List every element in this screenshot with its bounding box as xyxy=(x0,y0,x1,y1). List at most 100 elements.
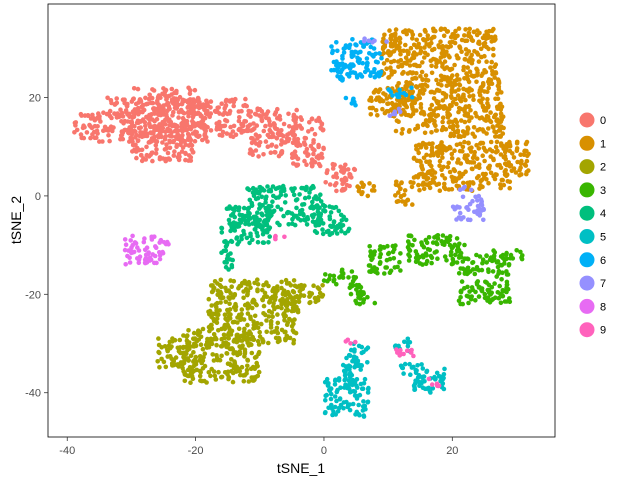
cluster-4-point xyxy=(275,220,280,226)
cluster-6-point xyxy=(367,51,372,56)
cluster-2-point xyxy=(226,325,232,330)
cluster-1-point xyxy=(476,162,482,167)
cluster-3-point xyxy=(492,250,498,255)
cluster-0-point xyxy=(237,115,242,120)
cluster-0-point xyxy=(101,128,106,133)
cluster-0-point xyxy=(143,123,148,129)
cluster-4-point xyxy=(318,192,323,197)
cluster-1-point xyxy=(398,51,403,57)
cluster-2-point xyxy=(208,336,214,342)
cluster-7-point xyxy=(468,217,473,223)
cluster-1-point xyxy=(515,159,520,165)
y-axis-ticks: -40 -20 0 20 xyxy=(25,92,48,400)
cluster-0-point xyxy=(204,98,209,104)
cluster-1-point xyxy=(396,119,401,124)
cluster-0-point xyxy=(170,101,176,106)
cluster-4-point xyxy=(310,183,316,189)
cluster-1-point xyxy=(414,85,420,90)
cluster-1-point xyxy=(406,129,412,134)
cluster-0-point xyxy=(190,118,195,124)
cluster-1-point xyxy=(514,140,520,146)
cluster-4-point xyxy=(250,237,255,243)
cluster-1-point xyxy=(459,49,464,54)
cluster-0-point xyxy=(106,111,111,117)
cluster-1-point xyxy=(483,69,488,75)
cluster-3-point xyxy=(369,269,375,274)
cluster-1-point xyxy=(462,33,467,38)
cluster-4-point xyxy=(270,199,275,204)
cluster-5-point xyxy=(412,387,417,393)
cluster-1-point xyxy=(498,119,504,124)
cluster-4-point xyxy=(291,192,297,198)
cluster-1-point xyxy=(424,177,430,182)
cluster-1-point xyxy=(419,82,425,88)
cluster-1-point xyxy=(382,110,388,116)
cluster-1-point xyxy=(430,141,435,146)
cluster-2-point xyxy=(268,320,274,325)
cluster-2-point xyxy=(288,283,294,288)
cluster-4-point xyxy=(230,221,235,226)
cluster-3-point xyxy=(479,288,485,294)
cluster-1-point xyxy=(435,100,440,106)
cluster-3-point xyxy=(469,285,475,290)
cluster-0-point xyxy=(279,149,285,154)
cluster-3-point xyxy=(465,256,471,262)
cluster-0-point xyxy=(312,131,318,137)
cluster-1-point xyxy=(395,43,401,49)
cluster-4-point xyxy=(263,228,269,233)
cluster-1-point xyxy=(485,96,490,102)
cluster-1-point xyxy=(457,77,462,82)
cluster-8-point xyxy=(123,262,128,267)
cluster-6-point xyxy=(368,73,373,78)
cluster-3-point xyxy=(504,250,509,256)
cluster-1-point xyxy=(467,86,472,91)
cluster-5-point xyxy=(328,391,334,397)
cluster-1-point xyxy=(482,158,487,164)
cluster-0-point xyxy=(189,143,195,148)
cluster-4-point xyxy=(224,206,230,211)
cluster-2-point xyxy=(233,305,238,311)
cluster-2-point xyxy=(224,351,229,356)
cluster-1-point xyxy=(507,185,512,191)
cluster-1-point xyxy=(422,55,427,60)
cluster-1-point xyxy=(518,165,523,170)
cluster-0-point xyxy=(207,114,212,120)
cluster-1-point xyxy=(457,45,463,51)
cluster-0-point xyxy=(334,188,339,194)
cluster-2-point xyxy=(186,358,191,363)
cluster-6-point xyxy=(334,40,339,45)
cluster-0-point xyxy=(171,138,177,144)
cluster-0-point xyxy=(219,123,224,129)
legend-label-5: 5 xyxy=(600,232,606,244)
cluster-6-point xyxy=(340,77,345,83)
cluster-1-point xyxy=(401,48,406,54)
cluster-0-point xyxy=(122,97,127,102)
cluster-1-point xyxy=(466,104,471,109)
cluster-0-point xyxy=(245,124,251,129)
cluster-0-point xyxy=(114,96,119,101)
legend-key-5 xyxy=(579,229,595,244)
cluster-1-point xyxy=(413,126,418,132)
cluster-3-point xyxy=(458,250,464,256)
cluster-6-point xyxy=(360,60,366,66)
cluster-1-point xyxy=(481,41,487,46)
cluster-1-point xyxy=(479,88,484,93)
cluster-0-point xyxy=(273,110,279,115)
cluster-3-point xyxy=(424,258,430,264)
cluster-3-point xyxy=(488,255,494,260)
cluster-6-point xyxy=(397,90,403,96)
cluster-2-point xyxy=(298,287,304,292)
cluster-2-point xyxy=(259,321,264,327)
cluster-4-point xyxy=(225,240,230,246)
cluster-3-point xyxy=(429,255,435,260)
cluster-0-point xyxy=(311,151,316,157)
cluster-2-point xyxy=(252,313,258,319)
cluster-6-point xyxy=(353,102,358,108)
cluster-1-point xyxy=(495,148,500,154)
cluster-2-point xyxy=(223,299,229,305)
cluster-1-point xyxy=(399,131,405,136)
cluster-1-point xyxy=(359,180,365,186)
cluster-1-point xyxy=(445,110,450,115)
cluster-3-point xyxy=(474,265,480,270)
cluster-0-point xyxy=(192,87,198,93)
